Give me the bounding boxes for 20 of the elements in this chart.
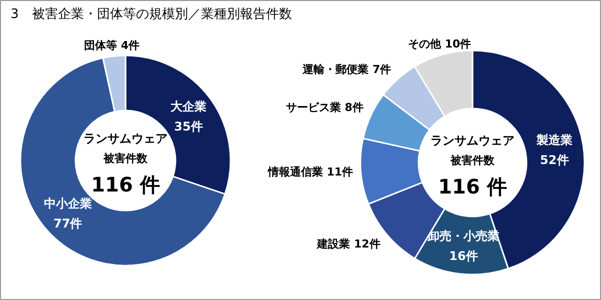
slice-label: 製造業 [535, 133, 572, 148]
slice-label: サービス業 8件 [286, 100, 364, 114]
text: 116 件 [438, 174, 507, 198]
slice-label: 団体等 4件 [84, 39, 140, 52]
text: ランサムウェア [84, 132, 168, 146]
data-label: 77件 [53, 216, 82, 230]
text: 116 件 [91, 172, 160, 196]
text: 被害件数 [102, 152, 148, 165]
slice-label: 大企業 [170, 99, 206, 114]
data-label: 16件 [449, 249, 478, 264]
data-label: 35件 [174, 119, 203, 134]
chart-title: 3 被害企業・団体等の規模別／業種別報告件数 [10, 6, 292, 22]
text: ランサムウェア [430, 134, 514, 148]
slice-label: その他 10件 [408, 38, 472, 51]
data-label: 52件 [540, 153, 569, 168]
slice-label: 建設業 12件 [316, 238, 380, 251]
slice-label: 情報通信業 11件 [266, 165, 354, 178]
text: 被害件数 [450, 154, 496, 167]
slice-label: 運輸・郵便業 7件 [302, 63, 392, 76]
slice-label: 中小企業 [44, 196, 92, 210]
